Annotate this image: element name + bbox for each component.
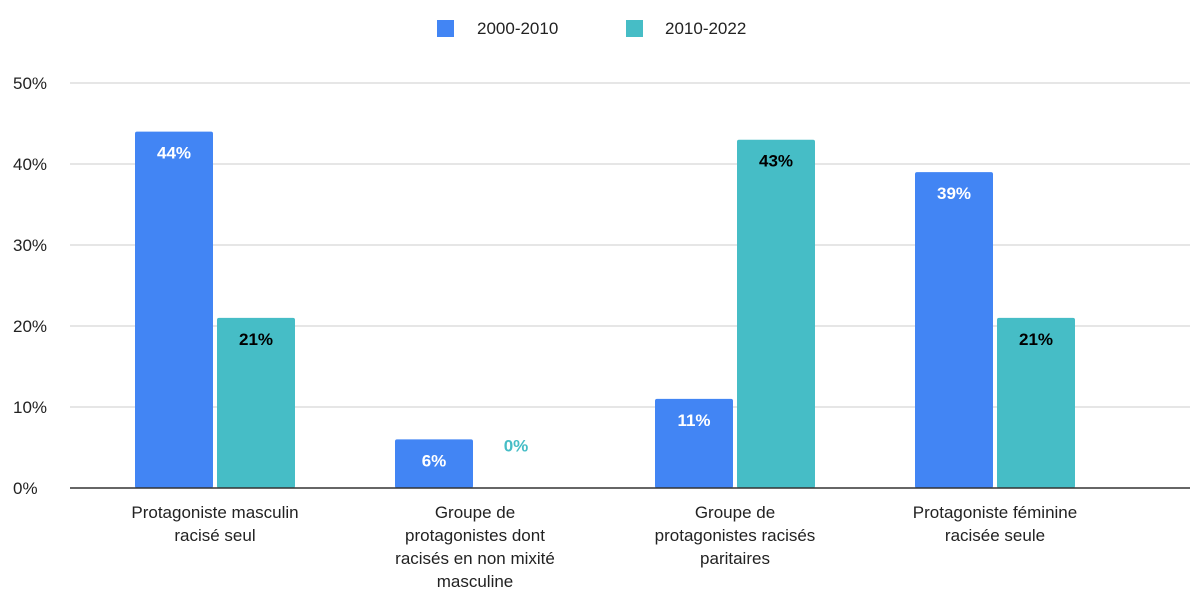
x-category-label-line: Protagoniste féminine [913, 503, 1077, 522]
x-category-label-line: Groupe de [435, 503, 515, 522]
data-label: 11% [677, 411, 710, 430]
x-category-label-line: racisée seule [945, 526, 1045, 545]
bar-2000-2010-4 [915, 172, 993, 488]
data-label: 21% [239, 330, 273, 349]
data-labels: 44% 21% 6% 0% 11% 43% 39% 21% [157, 144, 1053, 471]
x-category-label-line: protagonistes racisés [655, 526, 816, 545]
x-category-label-line: masculine [437, 572, 514, 591]
x-category-label-line: Protagoniste masculin [131, 503, 298, 522]
data-label: 6% [422, 451, 447, 470]
y-tick-label: 10% [13, 398, 47, 417]
legend-swatch [437, 20, 454, 37]
x-category-label-line: protagonistes dont [405, 526, 545, 545]
bar-2000-2010-1 [135, 131, 213, 488]
data-label: 43% [759, 152, 793, 171]
legend: 2000-2010 2010-2022 [437, 19, 746, 38]
bar-2010-2022-4 [997, 317, 1075, 488]
y-tick-label: 20% [13, 317, 47, 336]
data-label: 0% [504, 437, 529, 456]
data-label: 44% [157, 144, 191, 163]
x-axis-category-labels: Protagoniste masculin racisé seul Groupe d… [131, 503, 1077, 591]
data-label: 39% [937, 184, 971, 203]
data-label: 21% [1019, 330, 1053, 349]
x-category-label-line: paritaires [700, 549, 770, 568]
x-category-label-line: racisés en non mixité [395, 549, 555, 568]
y-tick-label: 50% [13, 74, 47, 93]
y-axis-tick-labels: 0% 10% 20% 30% 40% 50% [13, 74, 47, 498]
x-category-label-line: racisé seul [174, 526, 255, 545]
legend-label: 2010-2022 [665, 19, 746, 38]
y-tick-label: 30% [13, 236, 47, 255]
legend-swatch [626, 20, 643, 37]
bar-2000-2010-2 [395, 439, 473, 488]
bar-2010-2022-1 [217, 317, 295, 488]
legend-label: 2000-2010 [477, 19, 558, 38]
bars [135, 131, 1075, 488]
x-category-label-line: Groupe de [695, 503, 775, 522]
y-tick-label: 40% [13, 155, 47, 174]
bar-2010-2022-3 [737, 139, 815, 488]
y-tick-label: 0% [13, 479, 38, 498]
bar-2000-2010-3 [655, 398, 733, 488]
